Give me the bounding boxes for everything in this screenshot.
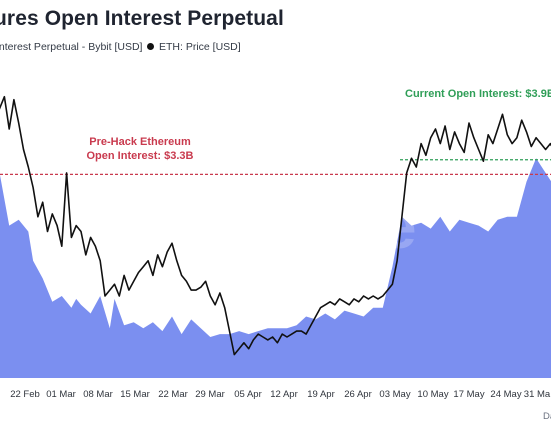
- x-tick-label: 17 May: [453, 389, 484, 400]
- legend-dot-icon: [147, 43, 154, 50]
- x-tick-label: 10 May: [417, 389, 448, 400]
- legend-item-open-interest: Interest Perpetual - Bybit [USD]: [0, 41, 142, 53]
- x-tick-label: 22 Mar: [158, 389, 188, 400]
- chart-title: ures Open Interest Perpetual: [0, 7, 284, 30]
- x-tick-label: 26 Apr: [344, 389, 371, 400]
- x-tick-label: 05 Apr: [234, 389, 261, 400]
- x-tick-label: 29 Mar: [195, 389, 225, 400]
- x-tick-label: 01 Mar: [46, 389, 76, 400]
- prehack-annotation-line2: Open Interest: $3.3B: [87, 150, 194, 162]
- watermark-text: glassnode: [108, 190, 416, 262]
- x-tick-label: 19 Apr: [307, 389, 334, 400]
- eth-price-line: [0, 95, 551, 356]
- x-tick-label: 31 Ma: [524, 389, 551, 400]
- legend-item-eth-price: ETH: Price [USD]: [147, 41, 241, 53]
- prehack-annotation-line1: Pre-Hack Ethereum: [89, 136, 191, 148]
- x-tick-label: 22 Feb: [10, 389, 40, 400]
- x-tick-label: 08 Mar: [83, 389, 113, 400]
- open-interest-area: [0, 158, 551, 378]
- x-tick-label: 12 Apr: [270, 389, 297, 400]
- x-tick-label: 15 Mar: [120, 389, 150, 400]
- plot-area: glassnode Current Open Interest: $3.9B Pre…: [0, 88, 551, 422]
- legend-label-eth-price: ETH: Price [USD]: [159, 41, 241, 53]
- x-tick-label: 24 May: [490, 389, 521, 400]
- x-tick-label: 03 May: [379, 389, 410, 400]
- legend-label-open-interest: Interest Perpetual - Bybit [USD]: [0, 41, 143, 53]
- footer-date-label: Da: [543, 411, 551, 422]
- current-oi-annotation: Current Open Interest: $3.9B: [405, 88, 551, 100]
